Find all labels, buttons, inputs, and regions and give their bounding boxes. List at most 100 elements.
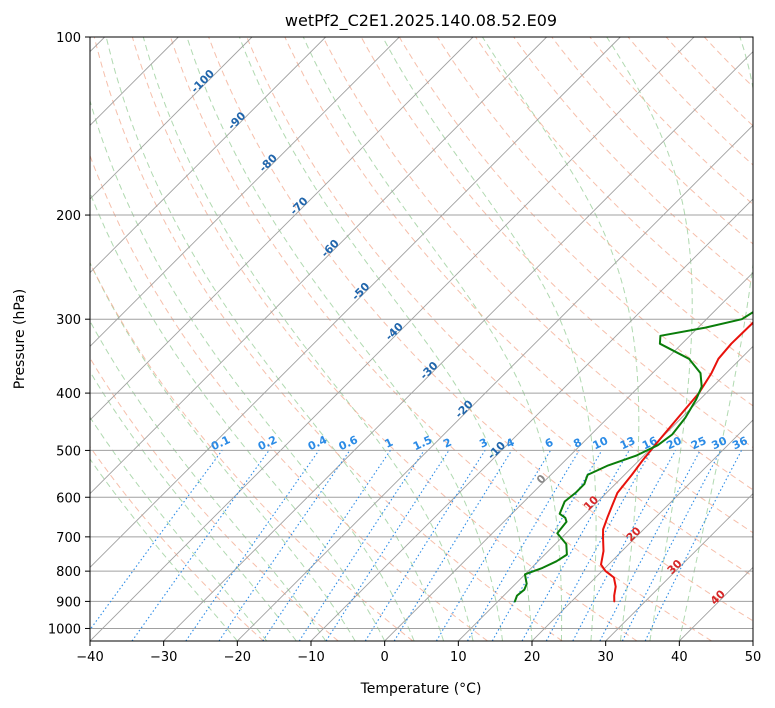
y-tick-label: 200 [56, 209, 81, 224]
isotherm-line [310, 198, 753, 641]
moist-adiabat-line [606, 37, 693, 641]
mixing-ratio-line [521, 450, 630, 641]
moist-adiabat-line [90, 416, 268, 641]
moist-adiabat-line [302, 37, 563, 641]
isobars [90, 37, 753, 629]
mixing-ratio-label: 20 [664, 434, 684, 452]
isotherm-line [384, 272, 753, 641]
y-tick-label: 1000 [48, 622, 81, 637]
mixing-ratio-label: 25 [689, 434, 708, 452]
mixing-ratio-line [298, 450, 425, 641]
mixing-ratio-label: 10 [591, 434, 611, 452]
mixing-ratio-line [325, 450, 450, 641]
moist-adiabat-line [678, 37, 753, 641]
mixing-ratio-line [262, 450, 391, 641]
dry-adiabat-line [322, 37, 753, 491]
isotherm-line [163, 51, 753, 641]
x-tick-label: 0 [381, 650, 389, 665]
mixing-ratio-line [90, 450, 223, 631]
mixing-ratio-lines [90, 450, 742, 641]
moist-adiabats [90, 37, 753, 641]
dry-adiabat-line [551, 37, 753, 245]
dry-adiabat-line [170, 37, 712, 641]
isotherm-line [90, 37, 621, 568]
y-axis: 100 200 300 400 500 600 700 800 900 1000 [48, 31, 90, 637]
dry-adiabat-line [90, 261, 414, 641]
isotherms [90, 37, 753, 641]
dry-adiabats [90, 37, 753, 641]
isotherm-line [90, 37, 547, 495]
dry-adiabat-line [208, 37, 753, 622]
mixing-ratio-line [393, 450, 513, 641]
dry-adiabat-line [90, 154, 488, 641]
plot-area: -100-90-80-70-60-50-40-30-20-10 0.1 0.2 0.… [90, 37, 753, 641]
mixing-ratio-line [131, 450, 270, 641]
y-axis-label: Pressure (hPa) [12, 289, 28, 389]
dry-adiabat-line [360, 37, 753, 449]
mixing-ratio-line [545, 450, 652, 641]
mixing-ratio-labels: 0.1 0.2 0.4 0.6 1 1.5 2 3 4 6 8 10 13 16 20 25 30 36 [209, 433, 750, 453]
dry-adiabat-line [90, 445, 264, 641]
mixing-ratio-label: 30 [710, 434, 730, 452]
mixing-ratio-label: 36 [730, 434, 750, 452]
mixing-ratio-label: 16 [640, 434, 660, 452]
dry-adiabat-line [398, 37, 753, 407]
x-tick-label: 10 [450, 650, 467, 665]
mixing-ratio-label: 13 [618, 434, 637, 452]
x-tick-label: −20 [224, 650, 251, 665]
isotherm-line [237, 124, 753, 641]
y-tick-label: 400 [56, 387, 81, 402]
isotherm-line [458, 345, 753, 641]
isotherm-line [531, 419, 753, 641]
dry-adiabat-line [284, 37, 753, 534]
y-tick-label: 600 [56, 491, 81, 506]
x-tick-label: 40 [671, 650, 688, 665]
x-axis-label: Temperature (°C) [360, 681, 482, 697]
mixing-ratio-line [644, 450, 742, 641]
isotherm-line [90, 37, 695, 641]
x-tick-label: −10 [297, 650, 324, 665]
dry-adiabat-line [246, 37, 753, 577]
isotherm-line [605, 493, 753, 641]
dry-adiabat-line [436, 37, 753, 366]
moist-adiabat-line [481, 37, 640, 641]
isotherm-line [90, 37, 253, 200]
x-tick-label: 30 [597, 650, 614, 665]
moist-adiabat-line [90, 458, 238, 641]
moist-adiabat-line [90, 370, 297, 641]
mixing-ratio-line [572, 450, 676, 641]
y-tick-label: 900 [56, 595, 81, 610]
dry-adiabat-line [131, 37, 638, 641]
x-tick-label: −30 [150, 650, 177, 665]
moist-adiabat-line [90, 320, 327, 641]
moist-adiabat-line [238, 37, 533, 641]
mixing-ratio-line [218, 450, 351, 641]
y-tick-label: 500 [56, 444, 81, 459]
moist-adiabat-line [142, 37, 474, 641]
moist-adiabat-line [105, 37, 445, 641]
y-tick-label: 700 [56, 531, 81, 546]
temperature-profile-line [600, 321, 753, 603]
y-tick-label: 300 [56, 313, 81, 328]
x-tick-label: 20 [524, 650, 541, 665]
dewpoint-profile-line [513, 311, 753, 603]
moist-adiabat-line [382, 37, 597, 641]
isotherm-line [90, 37, 400, 347]
plot-frame [89, 36, 754, 642]
moist-adiabat-line [90, 191, 386, 641]
moist-adiabat-line [186, 37, 503, 641]
y-tick-label: 100 [56, 31, 81, 46]
dry-adiabat-line [513, 37, 753, 285]
sounding-series [513, 311, 753, 603]
x-axis: −40 −30 −20 −10 0 10 20 30 40 50 [76, 641, 761, 665]
isotherm-line [90, 37, 474, 421]
dry-adiabat-line [93, 37, 563, 641]
mixing-ratio-line [185, 450, 320, 641]
chart-title: wetPf2_C2E1.2025.140.08.52.E09 [285, 11, 557, 31]
x-tick-label: 50 [745, 650, 762, 665]
y-tick-label: 800 [56, 565, 81, 580]
mixing-ratio-line [621, 450, 722, 641]
x-tick-label: −40 [76, 650, 103, 665]
